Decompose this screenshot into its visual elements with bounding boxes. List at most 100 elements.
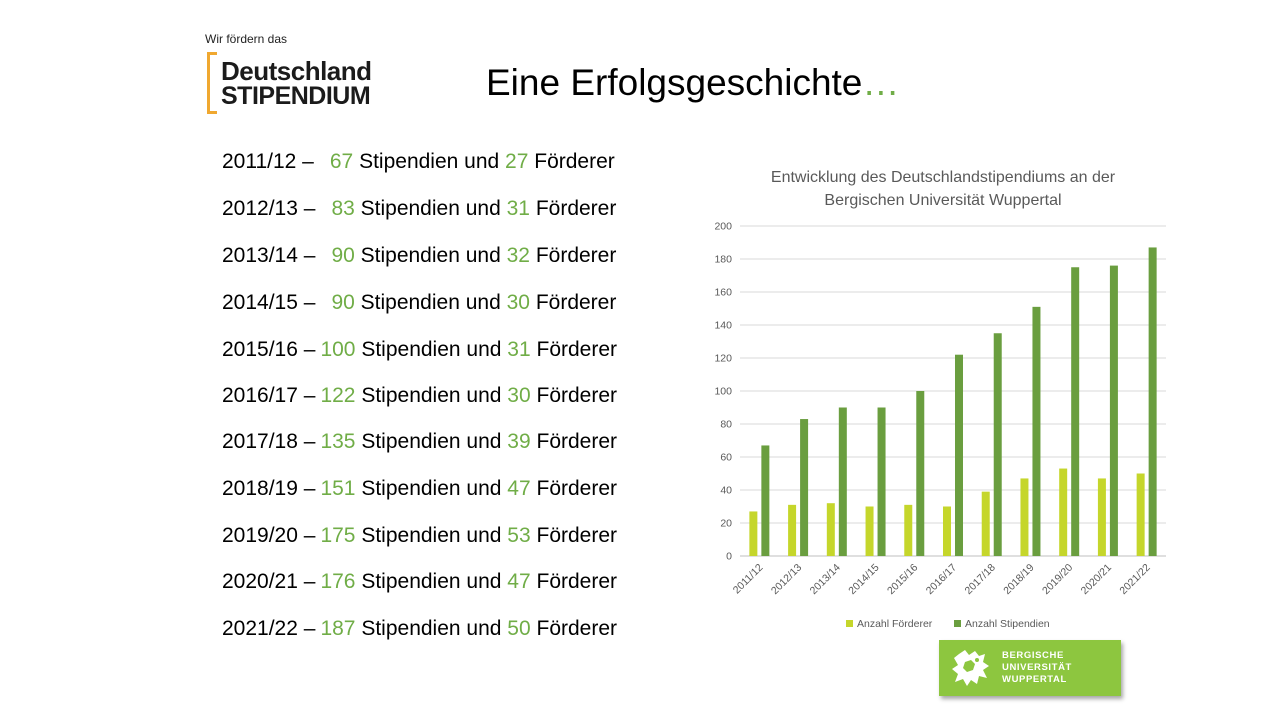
university-name-line2: UNIVERSITÄT (1002, 662, 1072, 673)
bar-stipendien (800, 419, 809, 556)
bar-foerderer (904, 504, 913, 556)
summary-stipendien-count: 83 (331, 197, 355, 220)
summary-foerderer-word: Förderer (536, 477, 618, 500)
bar-stipendien (1071, 267, 1080, 556)
x-tick-label: 2015/16 (885, 562, 920, 597)
summary-foerderer-count: 30 (507, 384, 531, 407)
y-tick-label: 200 (714, 221, 732, 233)
summary-stipendien-count: 187 (320, 617, 356, 640)
summary-year: 2012/13 – (222, 197, 316, 220)
summary-stipendien-count: 175 (320, 524, 356, 547)
slide-title: Eine Erfolgsgeschichte… (486, 62, 899, 104)
summary-foerderer-word: Förderer (536, 430, 618, 453)
y-tick-label: 0 (726, 551, 732, 563)
bar-foerderer (788, 504, 797, 556)
y-tick-label: 80 (720, 419, 732, 431)
chart-title-line: Bergischen Universität Wuppertal (824, 192, 1061, 209)
summary-stipendien-word: Stipendien und (361, 477, 502, 500)
summary-row: 2013/14 – 90 Stipendien und 32 Förderer (222, 244, 616, 268)
summary-stipendien-count: 151 (320, 477, 356, 500)
summary-row: 2020/21 –176 Stipendien und 47 Förderer (222, 570, 617, 594)
summary-stipendien-word: Stipendien und (361, 338, 502, 361)
university-name-line1: BERGISCHE (1002, 650, 1064, 661)
summary-stipendien-word: Stipendien und (361, 430, 502, 453)
x-tick-label: 2017/18 (963, 562, 998, 597)
summary-foerderer-count: 47 (507, 477, 531, 500)
bar-foerderer (981, 491, 990, 556)
summary-row: 2017/18 –135 Stipendien und 39 Förderer (222, 430, 617, 454)
summary-foerderer-count: 31 (506, 197, 530, 220)
summary-stipendien-word: Stipendien und (361, 384, 502, 407)
summary-row: 2011/12 – 67 Stipendien und 27 Förderer (222, 150, 615, 174)
summary-stipendien-word: Stipendien und (361, 570, 502, 593)
legend-swatch (954, 620, 961, 627)
university-logo: BERGISCHE UNIVERSITÄT WUPPERTAL (939, 640, 1121, 696)
bar-stipendien (877, 407, 886, 556)
summary-year: 2017/18 – (222, 430, 316, 453)
bar-stipendien (993, 333, 1002, 556)
bar-foerderer (826, 503, 835, 556)
summary-stipendien-count: 122 (320, 384, 356, 407)
x-tick-label: 2016/17 (924, 562, 959, 597)
legend-label: Anzahl Förderer (857, 618, 933, 630)
x-tick-label: 2011/12 (731, 562, 766, 597)
summary-foerderer-word: Förderer (536, 384, 618, 407)
summary-year: 2014/15 – (222, 291, 316, 314)
slide-title-ellipsis: … (862, 62, 900, 103)
y-tick-label: 120 (714, 353, 732, 365)
summary-stipendien-count: 135 (320, 430, 356, 453)
summary-foerderer-word: Förderer (534, 150, 615, 173)
deutschlandstipendium-logo: Wir fördern das Deutschland STIPENDIUM (205, 32, 405, 116)
bar-chart: Entwicklung des Deutschlandstipendiums a… (714, 169, 1166, 630)
bar-foerderer (943, 506, 951, 556)
summary-foerderer-count: 32 (506, 244, 530, 267)
university-name: BERGISCHE UNIVERSITÄT WUPPERTAL (1002, 650, 1072, 686)
summary-year: 2019/20 – (222, 524, 316, 547)
summary-stipendien-count: 90 (331, 244, 355, 267)
summary-stipendien-word: Stipendien und (360, 197, 501, 220)
summary-foerderer-word: Förderer (536, 570, 618, 593)
x-tick-label: 2013/14 (808, 562, 843, 597)
logo-bracket (207, 52, 217, 114)
bar-stipendien (761, 445, 770, 556)
summary-foerderer-word: Förderer (535, 244, 617, 267)
logo-tagline: Wir fördern das (205, 32, 288, 46)
summary-stipendien-count: 90 (331, 291, 355, 314)
bar-foerderer (865, 506, 874, 556)
bar-foerderer (1097, 478, 1106, 556)
summary-foerderer-count: 47 (507, 570, 531, 593)
summary-stipendien-word: Stipendien und (360, 244, 501, 267)
summary-row: 2015/16 –100 Stipendien und 31 Förderer (222, 338, 617, 362)
chart-title-line: Entwicklung des Deutschlandstipendiums a… (771, 169, 1116, 186)
y-tick-label: 20 (720, 518, 732, 530)
y-tick-label: 60 (720, 452, 732, 464)
summary-year: 2011/12 – (222, 150, 314, 173)
bar-stipendien (1148, 247, 1157, 556)
x-tick-label: 2014/15 (846, 562, 881, 597)
bar-stipendien (1032, 306, 1041, 556)
bar-stipendien (838, 407, 847, 556)
summary-year: 2016/17 – (222, 384, 316, 407)
summary-year: 2021/22 – (222, 617, 316, 640)
y-tick-label: 100 (714, 386, 732, 398)
y-tick-label: 140 (714, 320, 732, 332)
summary-stipendien-count: 67 (329, 150, 354, 173)
summary-foerderer-count: 31 (507, 338, 531, 361)
summary-stipendien-word: Stipendien und (361, 617, 502, 640)
summary-foerderer-count: 39 (507, 430, 531, 453)
summary-foerderer-word: Förderer (535, 291, 617, 314)
x-tick-label: 2021/22 (1117, 562, 1152, 597)
summary-row: 2018/19 –151 Stipendien und 47 Förderer (222, 477, 617, 501)
summary-stipendien-count: 176 (320, 570, 356, 593)
bar-foerderer (1020, 478, 1029, 556)
summary-row: 2014/15 – 90 Stipendien und 30 Förderer (222, 291, 616, 315)
summary-row: 2012/13 – 83 Stipendien und 31 Förderer (222, 197, 616, 221)
y-tick-label: 160 (714, 287, 732, 299)
bar-foerderer (749, 511, 758, 556)
summary-row: 2016/17 –122 Stipendien und 30 Förderer (222, 384, 617, 408)
summary-row: 2021/22 –187 Stipendien und 50 Förderer (222, 617, 617, 641)
summary-year: 2018/19 – (222, 477, 316, 500)
summary-foerderer-word: Förderer (535, 197, 617, 220)
logo-line2: STIPENDIUM (221, 82, 371, 110)
summary-stipendien-word: Stipendien und (361, 524, 502, 547)
